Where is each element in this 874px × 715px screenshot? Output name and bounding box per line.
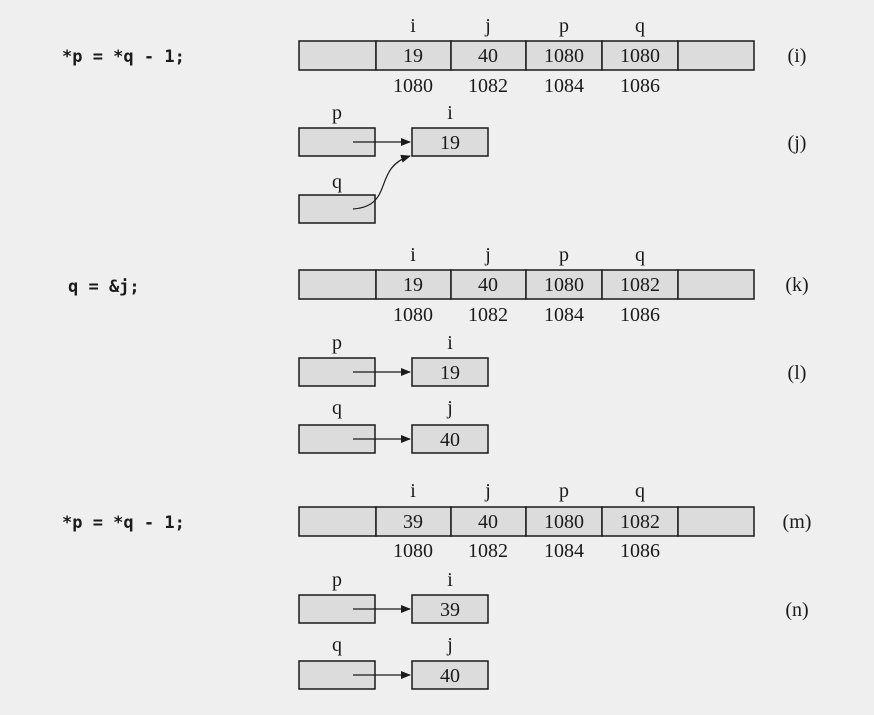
address-q: 1086 — [620, 304, 660, 326]
section-1: *p = *q - 1; i j p q 19 40 1080 1080 108… — [62, 15, 807, 224]
var-label-q: q — [635, 15, 645, 37]
target-label-j: j — [446, 397, 453, 419]
address-i: 1080 — [393, 75, 433, 97]
value-q: 1082 — [620, 511, 660, 533]
var-label-q: q — [635, 244, 645, 266]
figure-label: (i) — [788, 45, 807, 67]
address-p: 1084 — [544, 75, 584, 97]
memory-cell-q — [601, 269, 679, 300]
value-i: 19 — [403, 45, 423, 67]
pointer-view: p i 19 q j 40 (l) — [298, 332, 807, 454]
memory-row: i j p q 39 40 1080 1082 1080 1082 1084 1… — [298, 480, 812, 562]
pointer-view: p i 39 q j 40 (n) — [298, 569, 809, 690]
memory-cell-right-pad — [677, 506, 755, 537]
figure-label: (m) — [783, 511, 812, 533]
var-label-q: q — [635, 480, 645, 502]
memory-cell-p — [525, 269, 603, 300]
value-q: 1080 — [620, 45, 660, 67]
memory-row: i j p q 19 40 1080 1080 1080 1082 1084 1… — [298, 15, 807, 97]
memory-cell-i — [375, 269, 452, 300]
figure-label: (l) — [788, 362, 807, 384]
target-label-i: i — [447, 569, 453, 591]
code-statement: q = &j; — [68, 277, 140, 297]
var-label-p: p — [559, 480, 569, 502]
pointer-arrow-q — [352, 154, 411, 210]
var-label-p: p — [559, 15, 569, 37]
memory-cell-q — [601, 506, 679, 537]
figure-label: (j) — [788, 132, 807, 154]
memory-cell-left-pad — [298, 506, 377, 537]
pointer-label-p: p — [332, 332, 342, 354]
value-q: 1082 — [620, 274, 660, 296]
target-value-j: 40 — [440, 429, 460, 451]
target-box-i — [411, 357, 489, 387]
pointer-view: p i 19 q (j) — [298, 102, 807, 224]
value-i: 19 — [403, 274, 423, 296]
memory-cell-j — [450, 40, 527, 71]
memory-cell-right-pad — [677, 269, 755, 300]
target-value-i: 19 — [440, 362, 460, 384]
memory-cell-j — [450, 269, 527, 300]
memory-cell-i — [375, 40, 452, 71]
pointer-label-q: q — [332, 171, 342, 193]
target-value-i: 39 — [440, 599, 460, 621]
section-3: *p = *q - 1; i j p q 39 40 1080 1082 108… — [62, 480, 812, 690]
target-label-i: i — [447, 332, 453, 354]
var-label-j: j — [484, 244, 491, 266]
target-box-i — [411, 127, 489, 157]
address-q: 1086 — [620, 540, 660, 562]
address-p: 1084 — [544, 540, 584, 562]
target-label-j: j — [446, 634, 453, 656]
address-i: 1080 — [393, 540, 433, 562]
figure-label: (k) — [785, 274, 808, 296]
section-2: q = &j; i j p q 19 40 1080 1082 1080 108… — [68, 244, 809, 454]
memory-cell-p — [525, 40, 603, 71]
value-j: 40 — [478, 511, 498, 533]
value-j: 40 — [478, 45, 498, 67]
target-box-j — [411, 660, 489, 690]
var-label-i: i — [410, 480, 416, 502]
var-label-j: j — [484, 15, 491, 37]
pointer-box-q — [298, 194, 376, 224]
address-i: 1080 — [393, 304, 433, 326]
value-i: 39 — [403, 511, 423, 533]
address-j: 1082 — [468, 304, 508, 326]
address-j: 1082 — [468, 75, 508, 97]
address-p: 1084 — [544, 304, 584, 326]
address-q: 1086 — [620, 75, 660, 97]
target-value-i: 19 — [440, 132, 460, 154]
var-label-i: i — [410, 15, 416, 37]
memory-row: i j p q 19 40 1080 1082 1080 1082 1084 1… — [298, 244, 809, 326]
value-p: 1080 — [544, 45, 584, 67]
target-value-j: 40 — [440, 665, 460, 687]
target-box-j — [411, 424, 489, 454]
value-p: 1080 — [544, 274, 584, 296]
pointer-label-q: q — [332, 397, 342, 419]
target-label-i: i — [447, 102, 453, 124]
var-label-j: j — [484, 480, 491, 502]
var-label-p: p — [559, 244, 569, 266]
pointer-label-q: q — [332, 634, 342, 656]
figure-label: (n) — [785, 599, 808, 621]
code-statement: *p = *q - 1; — [62, 513, 185, 533]
target-box-i — [411, 594, 489, 624]
code-statement: *p = *q - 1; — [62, 47, 185, 67]
value-j: 40 — [478, 274, 498, 296]
var-label-i: i — [410, 244, 416, 266]
memory-cell-left-pad — [298, 269, 377, 300]
pointer-label-p: p — [332, 102, 342, 124]
value-p: 1080 — [544, 511, 584, 533]
address-j: 1082 — [468, 540, 508, 562]
memory-cell-left-pad — [298, 40, 377, 71]
memory-cell-right-pad — [677, 40, 755, 71]
pointer-label-p: p — [332, 569, 342, 591]
